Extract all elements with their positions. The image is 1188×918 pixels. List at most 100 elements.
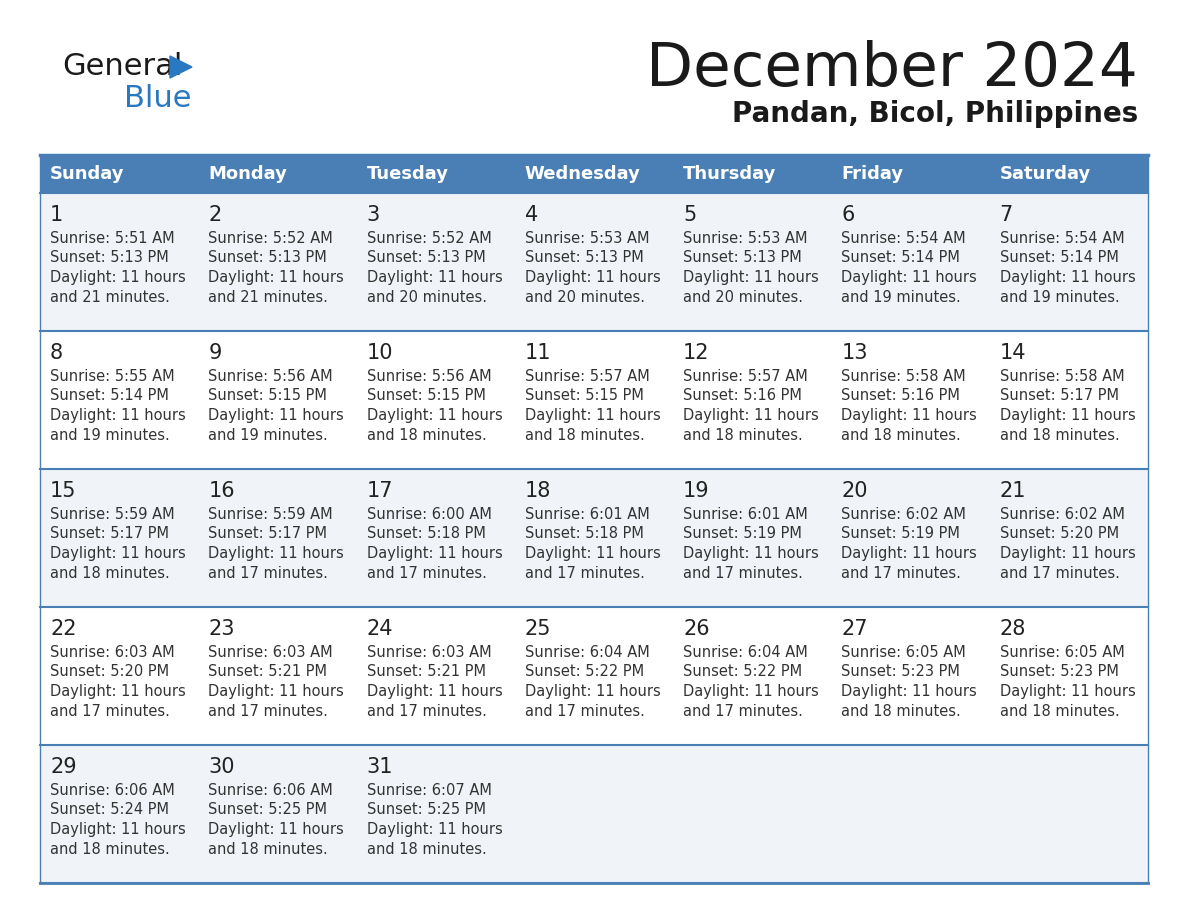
Text: Sunrise: 5:56 AM: Sunrise: 5:56 AM: [367, 369, 491, 384]
Bar: [40, 745, 1148, 883]
Text: Tuesday: Tuesday: [367, 165, 449, 183]
Text: and 17 minutes.: and 17 minutes.: [683, 703, 803, 719]
Text: Sunrise: 5:52 AM: Sunrise: 5:52 AM: [208, 231, 333, 246]
Text: Daylight: 11 hours: Daylight: 11 hours: [525, 684, 661, 699]
Text: Sunrise: 5:53 AM: Sunrise: 5:53 AM: [525, 231, 650, 246]
Text: Monday: Monday: [208, 165, 287, 183]
Text: Sunrise: 5:57 AM: Sunrise: 5:57 AM: [683, 369, 808, 384]
Text: 23: 23: [208, 619, 235, 639]
Text: Sunrise: 5:58 AM: Sunrise: 5:58 AM: [1000, 369, 1124, 384]
Text: Daylight: 11 hours: Daylight: 11 hours: [683, 270, 819, 285]
Text: Sunrise: 5:53 AM: Sunrise: 5:53 AM: [683, 231, 808, 246]
Text: and 17 minutes.: and 17 minutes.: [208, 565, 328, 580]
Text: Sunrise: 6:06 AM: Sunrise: 6:06 AM: [50, 783, 175, 798]
Text: Sunset: 5:22 PM: Sunset: 5:22 PM: [683, 665, 802, 679]
Text: 3: 3: [367, 205, 380, 225]
Text: Daylight: 11 hours: Daylight: 11 hours: [841, 270, 978, 285]
Text: Sunset: 5:21 PM: Sunset: 5:21 PM: [208, 665, 327, 679]
Text: Daylight: 11 hours: Daylight: 11 hours: [525, 270, 661, 285]
Text: Sunrise: 6:05 AM: Sunrise: 6:05 AM: [841, 645, 966, 660]
Text: and 18 minutes.: and 18 minutes.: [841, 428, 961, 442]
Text: Sunrise: 6:07 AM: Sunrise: 6:07 AM: [367, 783, 492, 798]
Bar: [40, 155, 198, 193]
Text: 30: 30: [208, 757, 235, 777]
Text: and 17 minutes.: and 17 minutes.: [525, 703, 645, 719]
Text: and 18 minutes.: and 18 minutes.: [525, 428, 645, 442]
Text: Daylight: 11 hours: Daylight: 11 hours: [208, 822, 345, 837]
Text: Daylight: 11 hours: Daylight: 11 hours: [208, 684, 345, 699]
Bar: [990, 155, 1148, 193]
Text: 8: 8: [50, 343, 63, 363]
Text: Daylight: 11 hours: Daylight: 11 hours: [208, 546, 345, 561]
Text: 9: 9: [208, 343, 222, 363]
Text: and 17 minutes.: and 17 minutes.: [841, 565, 961, 580]
Text: Daylight: 11 hours: Daylight: 11 hours: [50, 822, 185, 837]
Text: General: General: [62, 52, 183, 81]
Text: and 18 minutes.: and 18 minutes.: [1000, 703, 1119, 719]
Text: Sunset: 5:14 PM: Sunset: 5:14 PM: [1000, 251, 1119, 265]
Text: Sunset: 5:13 PM: Sunset: 5:13 PM: [683, 251, 802, 265]
Bar: [40, 193, 1148, 331]
Text: Sunset: 5:19 PM: Sunset: 5:19 PM: [841, 527, 960, 542]
Bar: [514, 155, 674, 193]
Text: and 17 minutes.: and 17 minutes.: [367, 703, 486, 719]
Text: Friday: Friday: [841, 165, 904, 183]
Bar: [198, 155, 356, 193]
Text: Sunset: 5:15 PM: Sunset: 5:15 PM: [367, 388, 486, 404]
Text: Daylight: 11 hours: Daylight: 11 hours: [841, 684, 978, 699]
Text: 2: 2: [208, 205, 221, 225]
Text: 5: 5: [683, 205, 696, 225]
Text: and 17 minutes.: and 17 minutes.: [1000, 565, 1119, 580]
Text: Sunrise: 6:05 AM: Sunrise: 6:05 AM: [1000, 645, 1125, 660]
Text: Thursday: Thursday: [683, 165, 777, 183]
Text: Sunrise: 6:01 AM: Sunrise: 6:01 AM: [683, 507, 808, 522]
Text: 27: 27: [841, 619, 868, 639]
Text: and 21 minutes.: and 21 minutes.: [50, 289, 170, 305]
Text: Sunrise: 5:59 AM: Sunrise: 5:59 AM: [50, 507, 175, 522]
Text: 10: 10: [367, 343, 393, 363]
Text: and 18 minutes.: and 18 minutes.: [50, 842, 170, 856]
Text: Sunrise: 5:52 AM: Sunrise: 5:52 AM: [367, 231, 492, 246]
Text: Sunrise: 6:04 AM: Sunrise: 6:04 AM: [683, 645, 808, 660]
Text: December 2024: December 2024: [646, 40, 1138, 99]
Text: and 18 minutes.: and 18 minutes.: [367, 842, 486, 856]
Text: Sunset: 5:25 PM: Sunset: 5:25 PM: [367, 802, 486, 818]
Text: Sunset: 5:17 PM: Sunset: 5:17 PM: [208, 527, 327, 542]
Text: 17: 17: [367, 481, 393, 501]
Text: 4: 4: [525, 205, 538, 225]
Text: Sunrise: 6:01 AM: Sunrise: 6:01 AM: [525, 507, 650, 522]
Text: Blue: Blue: [124, 84, 191, 113]
Text: Daylight: 11 hours: Daylight: 11 hours: [367, 684, 503, 699]
Text: Saturday: Saturday: [1000, 165, 1091, 183]
Text: 31: 31: [367, 757, 393, 777]
Text: Pandan, Bicol, Philippines: Pandan, Bicol, Philippines: [732, 100, 1138, 128]
Text: 19: 19: [683, 481, 709, 501]
Text: and 19 minutes.: and 19 minutes.: [841, 289, 961, 305]
Text: Sunrise: 6:02 AM: Sunrise: 6:02 AM: [841, 507, 966, 522]
Text: Sunrise: 5:55 AM: Sunrise: 5:55 AM: [50, 369, 175, 384]
Text: 11: 11: [525, 343, 551, 363]
Text: and 18 minutes.: and 18 minutes.: [50, 565, 170, 580]
Text: Daylight: 11 hours: Daylight: 11 hours: [1000, 408, 1136, 423]
Text: Daylight: 11 hours: Daylight: 11 hours: [50, 684, 185, 699]
Text: Sunset: 5:13 PM: Sunset: 5:13 PM: [208, 251, 327, 265]
Text: Daylight: 11 hours: Daylight: 11 hours: [1000, 270, 1136, 285]
Text: Sunset: 5:17 PM: Sunset: 5:17 PM: [1000, 388, 1119, 404]
Text: Sunrise: 6:06 AM: Sunrise: 6:06 AM: [208, 783, 333, 798]
Text: 26: 26: [683, 619, 709, 639]
Text: and 20 minutes.: and 20 minutes.: [367, 289, 487, 305]
Text: Sunset: 5:13 PM: Sunset: 5:13 PM: [525, 251, 644, 265]
Text: and 19 minutes.: and 19 minutes.: [1000, 289, 1119, 305]
Bar: [832, 155, 990, 193]
Text: Sunset: 5:21 PM: Sunset: 5:21 PM: [367, 665, 486, 679]
Text: Sunset: 5:23 PM: Sunset: 5:23 PM: [841, 665, 960, 679]
Text: and 17 minutes.: and 17 minutes.: [50, 703, 170, 719]
Bar: [40, 331, 1148, 469]
Bar: [356, 155, 514, 193]
Polygon shape: [170, 56, 192, 78]
Text: Sunrise: 6:02 AM: Sunrise: 6:02 AM: [1000, 507, 1125, 522]
Text: and 18 minutes.: and 18 minutes.: [841, 703, 961, 719]
Text: Sunset: 5:13 PM: Sunset: 5:13 PM: [50, 251, 169, 265]
Text: Sunrise: 5:57 AM: Sunrise: 5:57 AM: [525, 369, 650, 384]
Text: 14: 14: [1000, 343, 1026, 363]
